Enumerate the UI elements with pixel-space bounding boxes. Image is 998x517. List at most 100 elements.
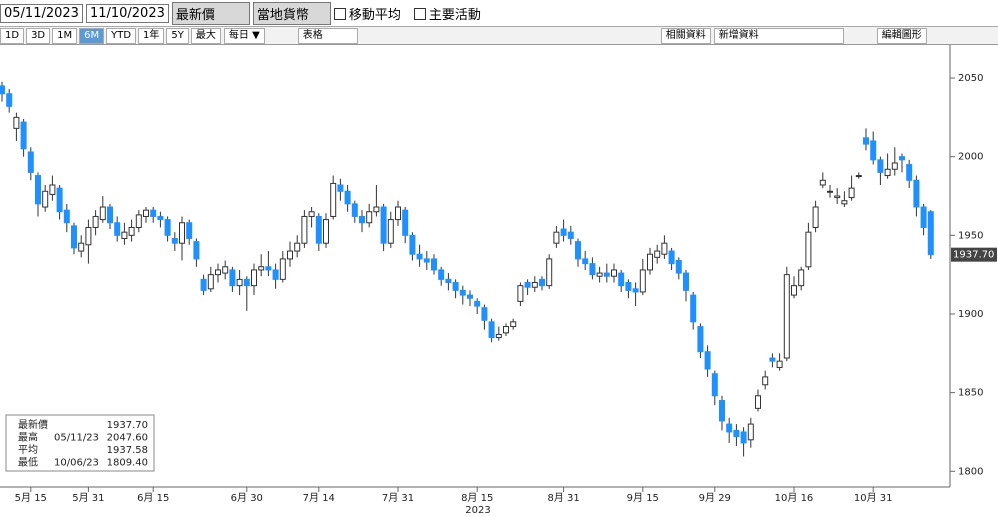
candle-body — [683, 272, 689, 291]
legend-value: 1937.58 — [107, 445, 148, 456]
candle-body — [63, 209, 70, 224]
candle-body — [395, 206, 401, 221]
chart: 2023 1800 1850 1900 1950 2000 2050 5月 15 5月 31 6… — [0, 45, 997, 516]
candle-body — [467, 294, 473, 299]
candle-body — [560, 228, 567, 236]
range-button[interactable]: 1年 — [138, 27, 165, 44]
candle-body — [654, 250, 661, 258]
candle-body — [733, 429, 740, 438]
candle-body — [294, 242, 301, 252]
candle-body — [769, 357, 776, 362]
candle-body — [798, 269, 805, 287]
candle-body — [877, 159, 884, 173]
range-button[interactable]: 1M — [52, 27, 78, 44]
candle-body — [229, 269, 236, 287]
y-tick-label: 1850 — [958, 388, 983, 399]
moving-average[interactable]: 移動平均 — [334, 4, 401, 23]
candle-body — [776, 360, 783, 368]
x-tick-label: 7月 14 — [303, 492, 335, 504]
candle-body — [855, 175, 862, 178]
y-tick-label: 1800 — [958, 466, 983, 477]
candle-body — [704, 351, 711, 370]
candle-body — [834, 195, 841, 199]
y-tick-label: 1950 — [958, 230, 983, 241]
candle-body — [452, 282, 459, 291]
start-date[interactable]: 05/11/2023 — [0, 3, 83, 23]
x-tick-label: 7月 31 — [382, 492, 414, 504]
candle-body — [783, 274, 790, 359]
candle-body — [236, 278, 243, 287]
candle-body — [13, 116, 20, 129]
legend-box — [5, 414, 155, 472]
range-button[interactable]: 最大 — [190, 27, 221, 44]
candle-body — [870, 140, 877, 161]
related[interactable]: 相關資料 — [660, 27, 711, 44]
candle-body — [431, 258, 437, 271]
candle-body — [135, 214, 142, 228]
candle-body — [848, 187, 855, 199]
candle-body — [323, 219, 329, 244]
candle-body — [42, 190, 49, 208]
frequency[interactable]: 每日 ▼ — [223, 27, 265, 44]
candle-body — [114, 222, 121, 236]
candle-body — [625, 282, 632, 291]
candle-body — [517, 285, 524, 302]
candle-body — [380, 206, 387, 244]
candle-body — [711, 373, 718, 397]
candle-body — [438, 269, 445, 280]
candle-body — [0, 85, 5, 95]
candle-body — [27, 151, 34, 173]
table[interactable]: 表格 — [297, 27, 358, 44]
candle-body — [128, 226, 135, 236]
x-tick-label: 9月 29 — [699, 492, 731, 504]
x-tick-label: 6月 30 — [231, 492, 263, 504]
candle-body — [85, 226, 92, 246]
candle-body — [690, 294, 697, 323]
candle-body — [164, 219, 171, 236]
toolbar-2: 1D 3D 1M 6M YTD 1年 5Y 最大 每日 ▼ 表格 相關資料 新增資料 編輯圖形 — [0, 27, 998, 45]
range-button[interactable]: 3D — [26, 27, 51, 44]
end-date[interactable]: 11/10/2023 — [85, 3, 169, 23]
candle-body — [121, 231, 128, 239]
candle-body — [193, 241, 200, 260]
candle-body — [827, 190, 833, 193]
candle-body — [589, 263, 596, 276]
price-field[interactable]: 最新價 — [171, 1, 250, 25]
legend: 最新價 1937.70 最高 05/11/23 2047.60 平均 1937.58 最低 10… — [5, 414, 155, 472]
candle-body — [409, 234, 416, 255]
range-button[interactable]: 6M — [79, 27, 105, 44]
candle-body — [445, 278, 452, 284]
candle-body — [927, 211, 934, 256]
range-button[interactable]: YTD — [106, 27, 137, 44]
candle-body — [243, 278, 250, 287]
toolbar: 05/11/2023 11/10/2023 最新價 當地貨幣 移動平均 主要活動 — [0, 0, 998, 27]
candle-body — [308, 211, 315, 217]
add-data[interactable]: 新增資料 — [713, 27, 844, 44]
candle-body — [697, 326, 704, 353]
currency[interactable]: 當地貨幣 — [252, 1, 331, 25]
candle-body — [546, 258, 553, 287]
x-tick-label: 8月 31 — [547, 492, 579, 504]
x-tick-label: 8月 15 — [461, 492, 493, 504]
range-button[interactable]: 1D — [0, 27, 25, 44]
range-button[interactable]: 5Y — [166, 27, 189, 44]
x-axis-label: 2023 — [465, 505, 490, 516]
x-tick-label: 5月 31 — [72, 492, 104, 504]
candle-body — [359, 215, 365, 224]
x-tick-label: 10月 16 — [775, 492, 814, 504]
candle-body — [618, 272, 625, 287]
edit-chart[interactable]: 編輯圖形 — [876, 27, 927, 44]
candle-body — [920, 206, 927, 228]
y-tick-label: 1900 — [958, 309, 983, 320]
candle-body — [107, 206, 113, 224]
candle-body — [459, 289, 466, 296]
key-events[interactable]: 主要活動 — [414, 4, 481, 23]
candle-body — [906, 164, 913, 181]
x-tick-label: 10月 31 — [854, 492, 893, 504]
candle-body — [78, 242, 85, 252]
candle-body — [884, 168, 891, 177]
candle-body — [222, 266, 229, 274]
candle-body — [402, 209, 409, 236]
candle-body — [200, 278, 207, 291]
candle-body — [279, 258, 286, 280]
